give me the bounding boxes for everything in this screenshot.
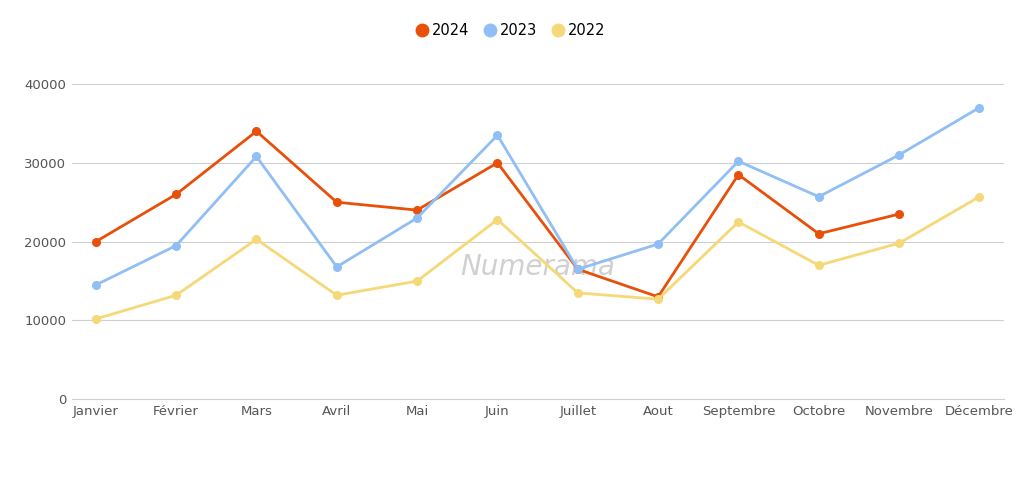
2022 xyxy=(893,240,905,246)
2022 xyxy=(250,236,262,242)
2024 xyxy=(90,239,102,244)
2023 xyxy=(250,153,262,159)
2024 xyxy=(893,211,905,217)
2022 xyxy=(813,262,825,268)
2022 xyxy=(90,316,102,322)
2023 xyxy=(170,243,182,248)
2022 xyxy=(331,292,343,298)
Line: 2022: 2022 xyxy=(92,193,983,323)
2023 xyxy=(571,266,584,272)
2024 xyxy=(571,266,584,272)
Line: 2023: 2023 xyxy=(92,104,983,289)
2023 xyxy=(973,105,985,111)
2023 xyxy=(652,241,665,247)
2023 xyxy=(813,194,825,200)
2024 xyxy=(492,160,504,166)
2022 xyxy=(973,194,985,200)
2023 xyxy=(492,132,504,138)
2023 xyxy=(893,152,905,158)
Text: Numerama: Numerama xyxy=(460,253,615,281)
Legend: 2024, 2023, 2022: 2024, 2023, 2022 xyxy=(413,17,611,44)
2022 xyxy=(170,292,182,298)
2024 xyxy=(652,294,665,300)
2024 xyxy=(813,231,825,237)
2022 xyxy=(411,278,423,284)
2024 xyxy=(170,191,182,197)
Line: 2024: 2024 xyxy=(92,128,903,300)
2024 xyxy=(411,207,423,213)
2022 xyxy=(571,290,584,296)
2023 xyxy=(90,282,102,288)
2022 xyxy=(652,296,665,302)
2024 xyxy=(331,199,343,205)
2022 xyxy=(732,219,744,225)
2023 xyxy=(331,264,343,270)
2023 xyxy=(732,158,744,164)
2024 xyxy=(732,172,744,178)
2023 xyxy=(411,215,423,221)
2024 xyxy=(250,129,262,134)
2022 xyxy=(492,217,504,223)
